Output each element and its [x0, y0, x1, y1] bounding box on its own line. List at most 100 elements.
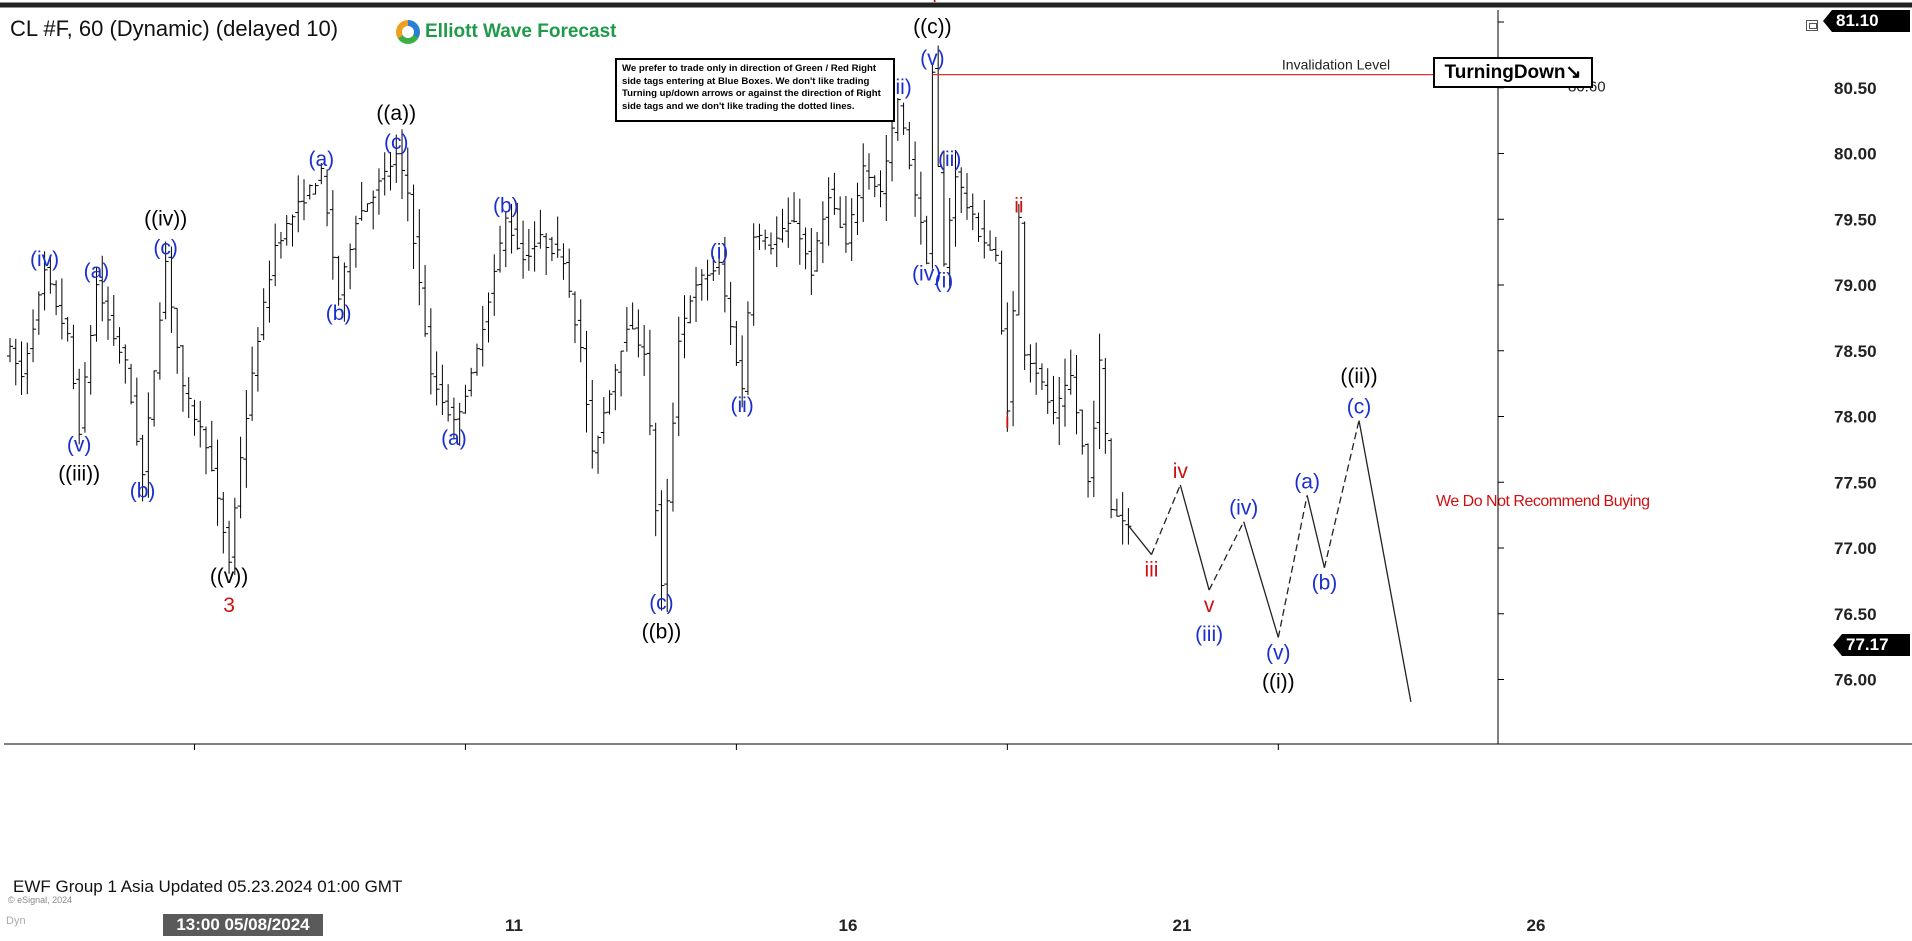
wave-label: ((a)) [376, 102, 416, 125]
wave-label: ((i)) [1262, 670, 1295, 693]
x-tick-label: 16 [839, 916, 858, 935]
price-bar [618, 350, 625, 397]
price-bar [693, 266, 700, 323]
wave-label: (c) [153, 236, 178, 259]
price-bar [935, 45, 942, 167]
price-bar [566, 248, 573, 298]
wave-label: ((iv)) [144, 207, 187, 230]
x-tick-label: 11 [505, 916, 523, 935]
wave-label: i [1005, 410, 1010, 433]
price-bar [237, 436, 244, 519]
price-bar [168, 246, 175, 333]
wave-label: ((ii)) [1340, 365, 1377, 388]
price-bar [669, 402, 676, 512]
price-bar [375, 168, 382, 215]
price-bar [1056, 376, 1063, 446]
price-bar [502, 211, 509, 268]
price-bar [208, 420, 215, 472]
price-bar [883, 134, 890, 222]
wave-label: (b) [130, 480, 156, 503]
current-price-tag: 77.17 [1833, 634, 1910, 656]
update-footer: EWF Group 1 Asia Updated 05.23.2024 01:0… [13, 877, 403, 896]
wave-label: (a) [1294, 470, 1320, 493]
price-bar [906, 121, 913, 170]
price-bar [468, 367, 475, 397]
price-bar [796, 198, 803, 265]
price-bar [231, 497, 238, 576]
price-bar [681, 295, 688, 359]
price-bar [254, 327, 261, 392]
price-bar [249, 346, 256, 421]
wave-label: iv [1173, 460, 1189, 483]
price-bar [606, 390, 613, 415]
price-bar [750, 223, 757, 326]
price-bar [658, 490, 665, 611]
price-bar [577, 299, 584, 363]
price-bar [814, 231, 821, 272]
price-bar [18, 341, 25, 395]
price-bar [318, 162, 325, 185]
price-bar [1050, 375, 1057, 425]
price-bar [445, 384, 452, 422]
price-bar [595, 435, 602, 474]
price-bar [1113, 498, 1120, 517]
price-bar [1015, 203, 1022, 316]
price-bar [93, 266, 100, 342]
price-bar [560, 243, 567, 280]
price-bar [917, 171, 924, 245]
price-bar [387, 151, 394, 191]
price-bar [1027, 344, 1034, 383]
price-bar [439, 364, 446, 416]
price-bar [1033, 342, 1040, 395]
ohlc-bars [7, 45, 1132, 613]
price-bar [399, 129, 406, 200]
price-bar [226, 520, 233, 574]
price-bar [675, 316, 682, 437]
price-bar [600, 397, 607, 444]
price-bar [819, 201, 826, 264]
price-bar [324, 169, 331, 227]
price-bar [128, 363, 135, 405]
price-bar [1038, 363, 1045, 391]
price-bar [53, 280, 60, 316]
price-bar [531, 221, 538, 272]
window-restore-icon[interactable] [1806, 20, 1818, 31]
wave-label: (iii) [1195, 623, 1223, 646]
y-tick-label: 77.50 [1834, 473, 1877, 492]
price-bar [266, 260, 273, 323]
price-bar [341, 262, 348, 322]
wave-label: ii [1014, 194, 1023, 217]
price-bar [260, 288, 267, 341]
price-bar [1010, 291, 1017, 427]
wave-label: (b) [1312, 572, 1338, 595]
dyn-label: Dyn [6, 915, 26, 927]
price-bar [762, 229, 769, 250]
wave-label: (c) [649, 591, 674, 614]
price-bar [35, 291, 42, 335]
projection-segment [1127, 525, 1152, 555]
price-bar [156, 302, 163, 380]
x-tick-label: 21 [1173, 916, 1192, 935]
price-bar [381, 152, 388, 196]
wave-label: (i) [710, 240, 729, 263]
price-bar [987, 230, 994, 251]
price-bar [514, 202, 521, 250]
price-bar [998, 250, 1005, 335]
price-bar [283, 215, 290, 246]
price-bar [664, 478, 671, 613]
price-bar [243, 389, 250, 488]
y-tick-label: 79.00 [1834, 276, 1877, 295]
wave-label: (c) [1347, 395, 1372, 418]
invalidation-label: Invalidation Level [1282, 57, 1390, 73]
price-bar [837, 196, 844, 228]
wave-label: 4 [927, 0, 939, 7]
wave-label: iii [1144, 559, 1158, 582]
price-bar [612, 364, 619, 411]
price-bar [946, 197, 953, 288]
wave-label: v [1204, 594, 1215, 617]
price-bar [1021, 221, 1028, 370]
wave-label: (ii) [730, 394, 753, 417]
price-bar [30, 309, 37, 363]
price-bar [571, 291, 578, 344]
price-bar [301, 179, 308, 221]
